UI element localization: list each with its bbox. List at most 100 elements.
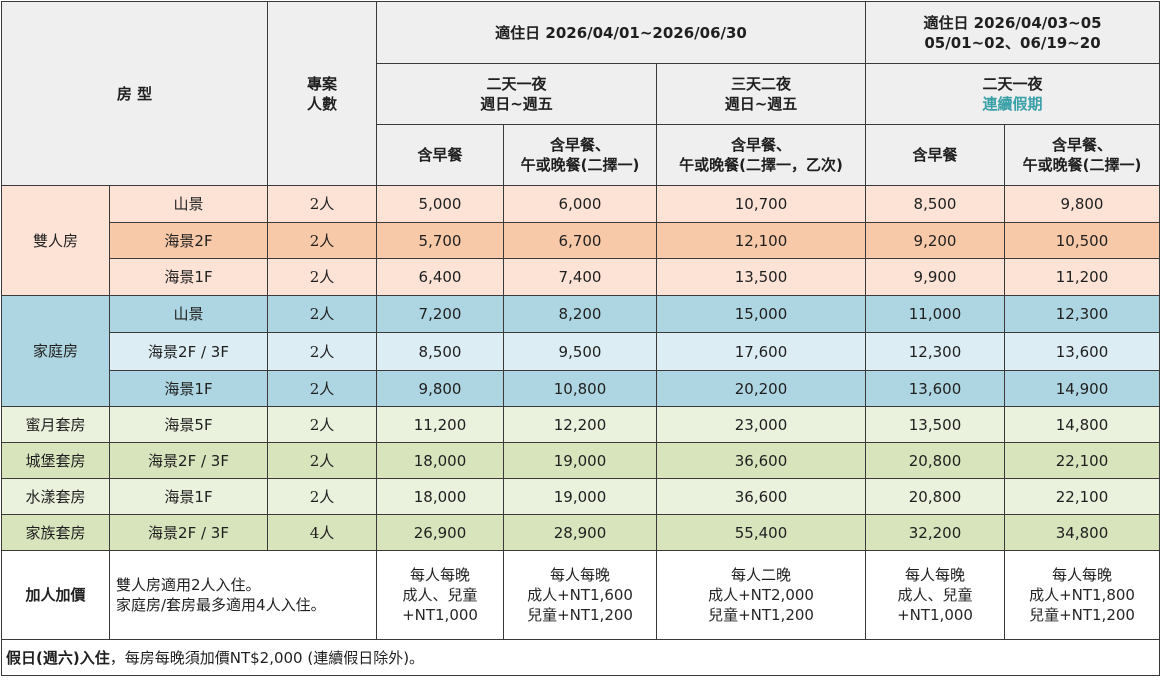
room-view: 山景	[108, 295, 269, 333]
project-people-line1: 專案	[307, 74, 338, 93]
room-people: 2人	[267, 295, 378, 333]
price-cell: 26,900	[376, 514, 505, 551]
price-cell: 13,500	[656, 258, 867, 296]
plan-2d1n-holiday-header: 二天一夜 連續假期	[865, 63, 1160, 125]
table-row: 海景1F 2人 9,800 10,800 20,200 13,600 14,90…	[2, 370, 1160, 407]
fee-line: 成人、兒童	[402, 586, 478, 604]
room-category: 家庭房	[1, 295, 110, 407]
price-cell: 6,700	[503, 222, 658, 259]
opt-meal-line1: 含早餐、	[731, 136, 792, 154]
fee-line: 成人、兒童	[897, 586, 973, 604]
room-view: 山景	[108, 185, 269, 223]
extra-person-row: 加人加價 雙人房適用2人入住。 家庭房/套房最多適用4人入住。 每人每晚 成人、…	[1, 550, 1160, 640]
opt-meal-b-header: 含早餐、 午或晚餐(二擇一，乙次)	[656, 124, 867, 186]
room-people: 2人	[267, 370, 378, 407]
weekend-surcharge-bold: 假日(週六)入住	[6, 648, 110, 667]
price-cell: 32,200	[865, 514, 1006, 551]
price-cell: 55,400	[656, 514, 867, 551]
price-cell: 8,200	[503, 295, 658, 333]
extra-fee-cell: 每人每晚 成人、兒童 +NT1,000	[865, 550, 1006, 640]
price-cell: 14,900	[1004, 370, 1160, 407]
price-cell: 19,000	[503, 478, 658, 515]
price-cell: 13,600	[1004, 332, 1160, 371]
room-people: 4人	[267, 514, 378, 551]
project-people-line2: 人數	[307, 94, 338, 113]
fee-line: 兒童+NT1,200	[527, 606, 633, 624]
fee-line: +NT1,000	[402, 606, 478, 624]
price-cell: 9,800	[376, 370, 505, 407]
price-cell: 23,000	[656, 406, 867, 443]
table-row: 城堡套房 海景2F / 3F 2人 18,000 19,000 36,600 2…	[1, 442, 1160, 479]
period2-line1: 適住日 2026/04/03~05	[923, 13, 1102, 32]
room-category: 家族套房	[1, 514, 110, 551]
period2-line2: 05/01~02、06/19~20	[924, 33, 1101, 52]
footer-row: 假日(週六)入住，每房每晚須加價NT$2,000 (連續假日除外)。	[0, 639, 1160, 676]
price-cell: 8,500	[865, 185, 1006, 223]
plan-2d1n-label: 二天一夜	[486, 75, 547, 93]
table-row: 蜜月套房 海景5F 2人 11,200 12,200 23,000 13,500…	[1, 406, 1160, 443]
price-cell: 13,500	[865, 406, 1006, 443]
plan-3d2n-header: 三天二夜 週日~週五	[656, 63, 867, 125]
room-category: 城堡套房	[1, 442, 110, 479]
extra-fee-cell: 每人二晚 成人+NT2,000 兒童+NT1,200	[656, 550, 867, 640]
extra-fee-cell: 每人每晚 成人+NT1,800 兒童+NT1,200	[1004, 550, 1160, 640]
room-view: 海景1F	[108, 258, 269, 296]
fee-unit: 每人每晚	[410, 566, 471, 584]
room-people: 2人	[267, 332, 378, 371]
extra-person-note: 雙人房適用2人入住。 家庭房/套房最多適用4人入住。	[108, 550, 378, 640]
price-cell: 6,000	[503, 185, 658, 223]
price-cell: 10,800	[503, 370, 658, 407]
room-category: 蜜月套房	[1, 406, 110, 443]
price-cell: 7,200	[376, 295, 505, 333]
room-people: 2人	[267, 406, 378, 443]
price-cell: 11,000	[865, 295, 1006, 333]
price-cell: 20,800	[865, 442, 1006, 479]
plan-2d1n-label: 二天一夜	[982, 75, 1043, 93]
opt-meal-line2: 午或晚餐(二擇一)	[1022, 156, 1142, 174]
table-row: 家族套房 海景2F / 3F 4人 26,900 28,900 55,400 3…	[1, 514, 1160, 551]
price-cell: 20,800	[865, 478, 1006, 515]
price-cell: 20,200	[656, 370, 867, 407]
room-view: 海景2F	[108, 222, 269, 259]
room-people: 2人	[267, 258, 378, 296]
project-people-header: 專案 人數	[267, 1, 378, 186]
price-cell: 28,900	[503, 514, 658, 551]
opt-breakfast-header: 含早餐	[865, 124, 1006, 186]
price-cell: 9,900	[865, 258, 1006, 296]
price-cell: 13,600	[865, 370, 1006, 407]
table-row: 海景2F 2人 5,700 6,700 12,100 9,200 10,500	[2, 222, 1160, 259]
price-cell: 11,200	[1004, 258, 1160, 296]
opt-meal-a-header: 含早餐、 午或晚餐(二擇一)	[1004, 124, 1160, 186]
holiday-label: 連續假期	[982, 95, 1043, 113]
price-cell: 5,700	[376, 222, 505, 259]
weekday-label: 週日~週五	[724, 95, 798, 113]
price-cell: 9,800	[1004, 185, 1160, 223]
weekend-surcharge-note: 假日(週六)入住，每房每晚須加價NT$2,000 (連續假日除外)。	[0, 639, 1160, 676]
price-cell: 9,500	[503, 332, 658, 371]
extra-person-label: 加人加價	[1, 550, 110, 640]
room-type-header: 房 型	[0, 1, 269, 186]
room-people: 2人	[267, 442, 378, 479]
price-cell: 19,000	[503, 442, 658, 479]
price-cell: 9,200	[865, 222, 1006, 259]
room-view: 海景2F / 3F	[108, 332, 269, 371]
price-cell: 12,300	[865, 332, 1006, 371]
table-row: 雙人房 山景 2人 5,000 6,000 10,700 8,500 9,800	[1, 185, 1160, 296]
fee-line: 兒童+NT1,200	[708, 606, 814, 624]
table-row: 海景2F / 3F 2人 8,500 9,500 17,600 12,300 1…	[2, 332, 1160, 371]
room-view: 海景2F / 3F	[108, 442, 269, 479]
price-cell: 8,500	[376, 332, 505, 371]
note-line: 家庭房/套房最多適用4人入住。	[116, 596, 326, 614]
plan-3d2n-label: 三天二夜	[731, 75, 792, 93]
note-line: 雙人房適用2人入住。	[116, 576, 261, 594]
price-cell: 11,200	[376, 406, 505, 443]
fee-line: 成人+NT1,800	[1029, 586, 1135, 604]
opt-breakfast-header: 含早餐	[376, 124, 505, 186]
price-cell: 18,000	[376, 478, 505, 515]
table-row: 家庭房 山景 2人 7,200 8,200 15,000 11,000 12,3…	[1, 295, 1160, 407]
period2-header: 適住日 2026/04/03~05 05/01~02、06/19~20	[865, 1, 1160, 64]
opt-meal-line2: 午或晚餐(二擇一)	[520, 156, 640, 174]
price-cell: 36,600	[656, 478, 867, 515]
period1-header: 適住日 2026/04/01~2026/06/30	[376, 1, 867, 64]
room-view: 海景1F	[108, 478, 269, 515]
